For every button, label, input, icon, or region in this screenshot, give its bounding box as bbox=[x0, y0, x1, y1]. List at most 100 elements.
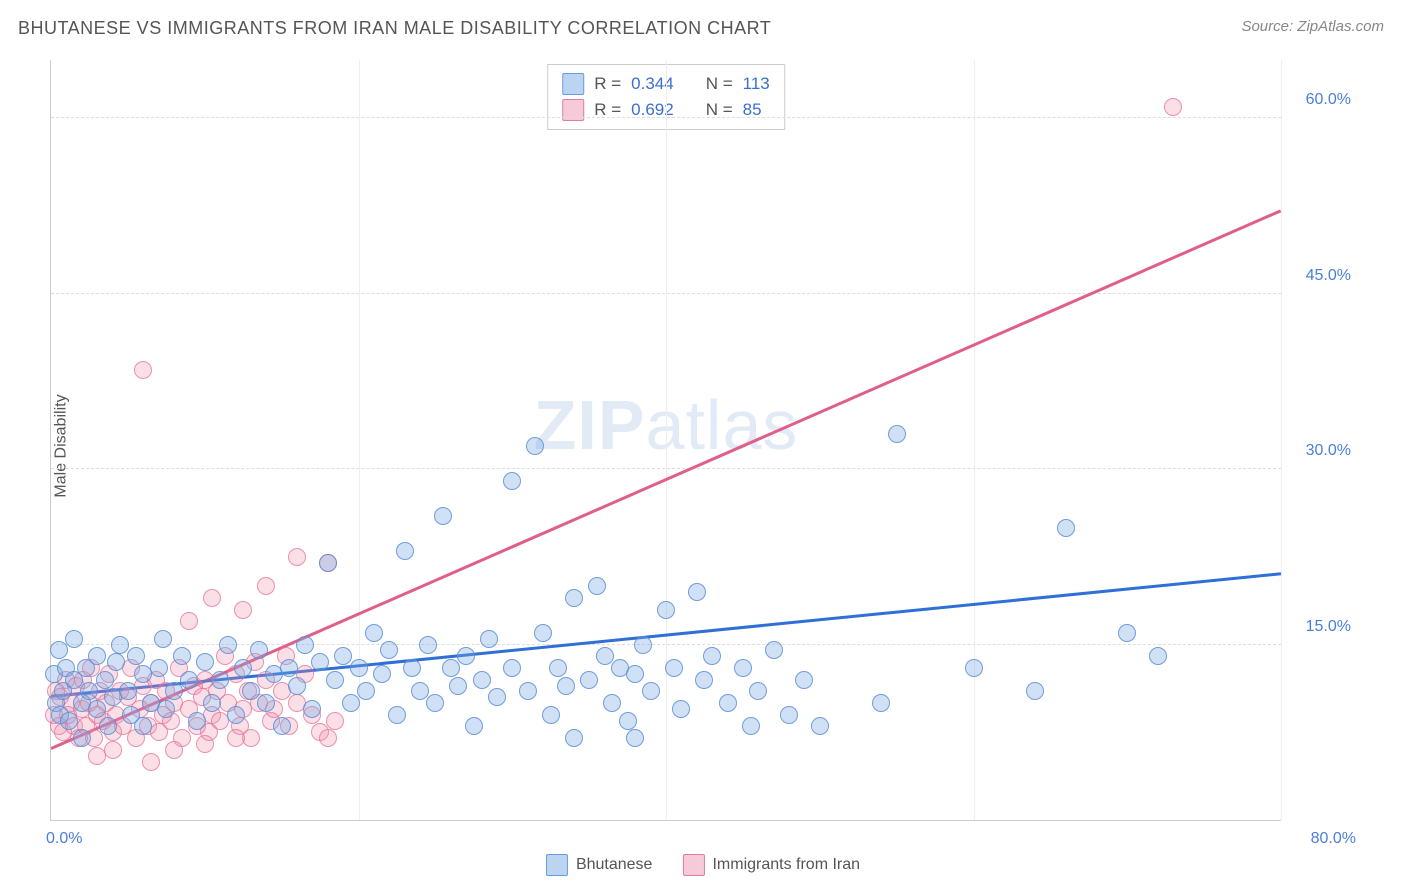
scatter-point-blue bbox=[250, 641, 268, 659]
scatter-point-blue bbox=[695, 671, 713, 689]
scatter-point-pink bbox=[1164, 98, 1182, 116]
n-value: 113 bbox=[743, 74, 770, 94]
scatter-point-pink bbox=[242, 729, 260, 747]
scatter-point-blue bbox=[888, 425, 906, 443]
y-axis-tick-label: 30.0% bbox=[1291, 442, 1351, 460]
scatter-point-blue bbox=[665, 659, 683, 677]
scatter-point-blue bbox=[326, 671, 344, 689]
scatter-point-blue bbox=[288, 677, 306, 695]
legend-label: Bhutanese bbox=[576, 856, 653, 874]
scatter-point-pink bbox=[319, 729, 337, 747]
gridline-vertical bbox=[666, 60, 667, 820]
scatter-point-blue bbox=[688, 583, 706, 601]
scatter-point-blue bbox=[65, 630, 83, 648]
scatter-point-blue bbox=[380, 641, 398, 659]
scatter-point-blue bbox=[365, 624, 383, 642]
scatter-point-pink bbox=[104, 741, 122, 759]
scatter-point-blue bbox=[211, 671, 229, 689]
scatter-point-blue bbox=[734, 659, 752, 677]
scatter-point-blue bbox=[227, 706, 245, 724]
scatter-point-blue bbox=[519, 682, 537, 700]
legend-label: Immigrants from Iran bbox=[712, 856, 860, 874]
series-legend: Bhutanese Immigrants from Iran bbox=[546, 854, 860, 876]
scatter-point-blue bbox=[157, 700, 175, 718]
scatter-point-pink bbox=[142, 753, 160, 771]
scatter-point-blue bbox=[1149, 647, 1167, 665]
r-value: 0.344 bbox=[631, 74, 674, 94]
source-attribution: Source: ZipAtlas.com bbox=[1241, 18, 1384, 35]
scatter-point-pink bbox=[180, 612, 198, 630]
scatter-point-blue bbox=[303, 700, 321, 718]
scatter-point-blue bbox=[60, 712, 78, 730]
scatter-point-blue bbox=[426, 694, 444, 712]
scatter-point-blue bbox=[334, 647, 352, 665]
scatter-point-blue bbox=[557, 677, 575, 695]
scatter-point-blue bbox=[549, 659, 567, 677]
x-axis-max-label: 80.0% bbox=[1311, 830, 1356, 848]
scatter-point-blue bbox=[396, 542, 414, 560]
scatter-point-blue bbox=[503, 472, 521, 490]
scatter-point-blue bbox=[150, 659, 168, 677]
scatter-point-blue bbox=[811, 717, 829, 735]
scatter-point-pink bbox=[326, 712, 344, 730]
scatter-point-blue bbox=[280, 659, 298, 677]
scatter-point-blue bbox=[457, 647, 475, 665]
scatter-point-blue bbox=[703, 647, 721, 665]
scatter-point-blue bbox=[173, 647, 191, 665]
scatter-point-blue bbox=[657, 601, 675, 619]
y-axis-tick-label: 45.0% bbox=[1291, 267, 1351, 285]
n-label: N = bbox=[706, 74, 733, 94]
scatter-point-blue bbox=[134, 717, 152, 735]
scatter-point-blue bbox=[88, 647, 106, 665]
scatter-point-blue bbox=[765, 641, 783, 659]
scatter-point-blue bbox=[234, 659, 252, 677]
scatter-point-blue bbox=[795, 671, 813, 689]
chart-title: BHUTANESE VS IMMIGRANTS FROM IRAN MALE D… bbox=[18, 18, 771, 39]
scatter-point-blue bbox=[672, 700, 690, 718]
scatter-point-blue bbox=[488, 688, 506, 706]
scatter-point-blue bbox=[296, 636, 314, 654]
scatter-point-blue bbox=[242, 682, 260, 700]
y-axis-tick-label: 15.0% bbox=[1291, 618, 1351, 636]
scatter-point-blue bbox=[219, 636, 237, 654]
scatter-plot-area: ZIPatlas R = 0.344 N = 113 R = 0.692 N =… bbox=[50, 60, 1281, 821]
scatter-point-blue bbox=[165, 682, 183, 700]
scatter-point-blue bbox=[80, 682, 98, 700]
scatter-point-blue bbox=[719, 694, 737, 712]
scatter-point-blue bbox=[1118, 624, 1136, 642]
scatter-point-blue bbox=[411, 682, 429, 700]
scatter-point-blue bbox=[580, 671, 598, 689]
scatter-point-blue bbox=[596, 647, 614, 665]
scatter-point-blue bbox=[642, 682, 660, 700]
scatter-point-blue bbox=[442, 659, 460, 677]
scatter-point-blue bbox=[388, 706, 406, 724]
scatter-point-blue bbox=[749, 682, 767, 700]
scatter-point-pink bbox=[165, 741, 183, 759]
scatter-point-blue bbox=[188, 712, 206, 730]
scatter-point-blue bbox=[534, 624, 552, 642]
scatter-point-blue bbox=[96, 671, 114, 689]
scatter-point-blue bbox=[88, 700, 106, 718]
r-label: R = bbox=[594, 74, 621, 94]
scatter-point-blue bbox=[626, 665, 644, 683]
scatter-point-blue bbox=[434, 507, 452, 525]
scatter-point-blue bbox=[373, 665, 391, 683]
scatter-point-blue bbox=[127, 647, 145, 665]
scatter-point-blue bbox=[403, 659, 421, 677]
legend-item-blue: Bhutanese bbox=[546, 854, 653, 876]
scatter-point-blue bbox=[780, 706, 798, 724]
scatter-point-blue bbox=[50, 641, 68, 659]
scatter-point-blue bbox=[1057, 519, 1075, 537]
scatter-point-blue bbox=[311, 653, 329, 671]
gridline-vertical bbox=[1281, 60, 1282, 820]
scatter-point-blue bbox=[350, 659, 368, 677]
scatter-point-blue bbox=[203, 694, 221, 712]
swatch-blue-icon bbox=[546, 854, 568, 876]
scatter-point-blue bbox=[619, 712, 637, 730]
scatter-point-blue bbox=[603, 694, 621, 712]
scatter-point-blue bbox=[503, 659, 521, 677]
scatter-point-blue bbox=[319, 554, 337, 572]
scatter-point-pink bbox=[288, 548, 306, 566]
scatter-point-blue bbox=[742, 717, 760, 735]
scatter-point-blue bbox=[473, 671, 491, 689]
